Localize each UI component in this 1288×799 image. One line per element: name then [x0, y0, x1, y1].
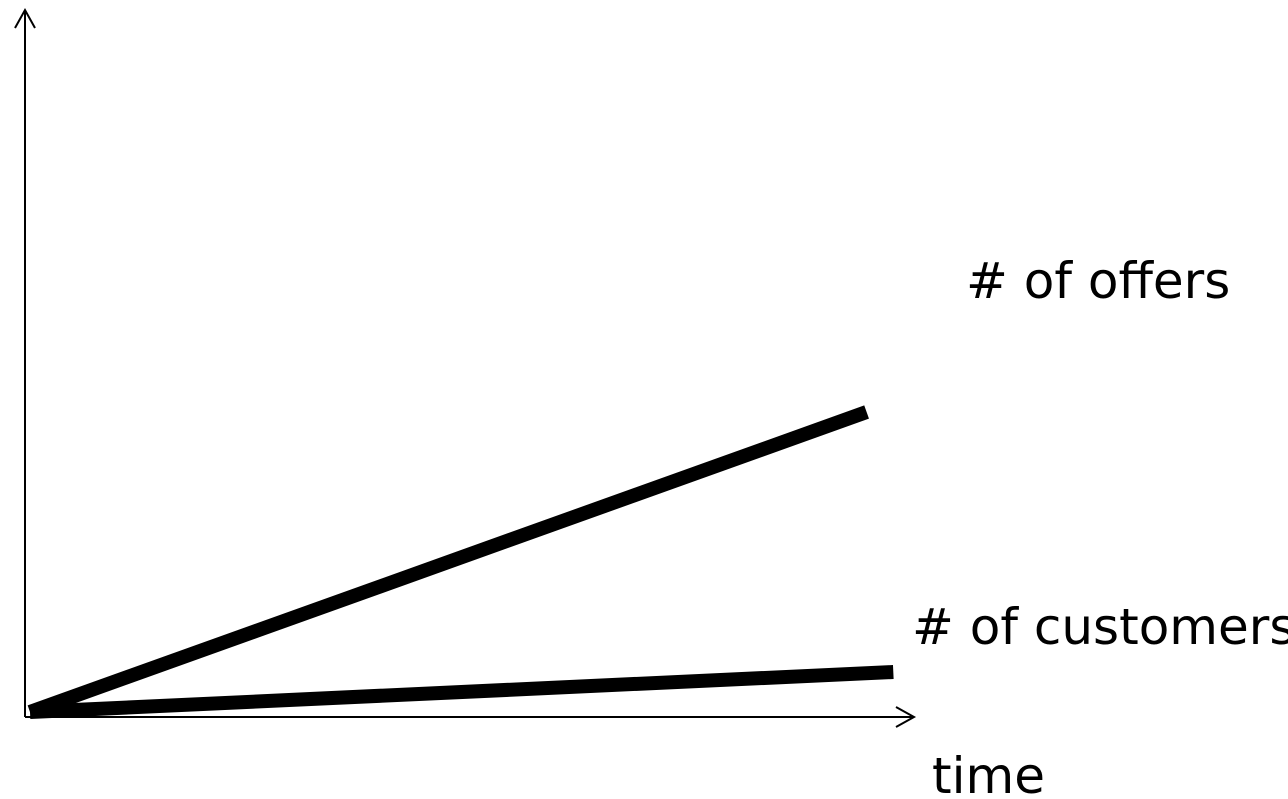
series-line-offers — [27, 405, 869, 719]
series-layer — [27, 405, 894, 719]
y-axis-arrow-icon — [14, 7, 36, 29]
series-line-customers — [29, 665, 894, 719]
series-label-offers: # of offers — [966, 252, 1230, 310]
x-axis-arrow-icon — [895, 706, 917, 728]
series-label-customers: # of customers — [912, 598, 1288, 656]
x-axis-label: time — [932, 747, 1045, 799]
